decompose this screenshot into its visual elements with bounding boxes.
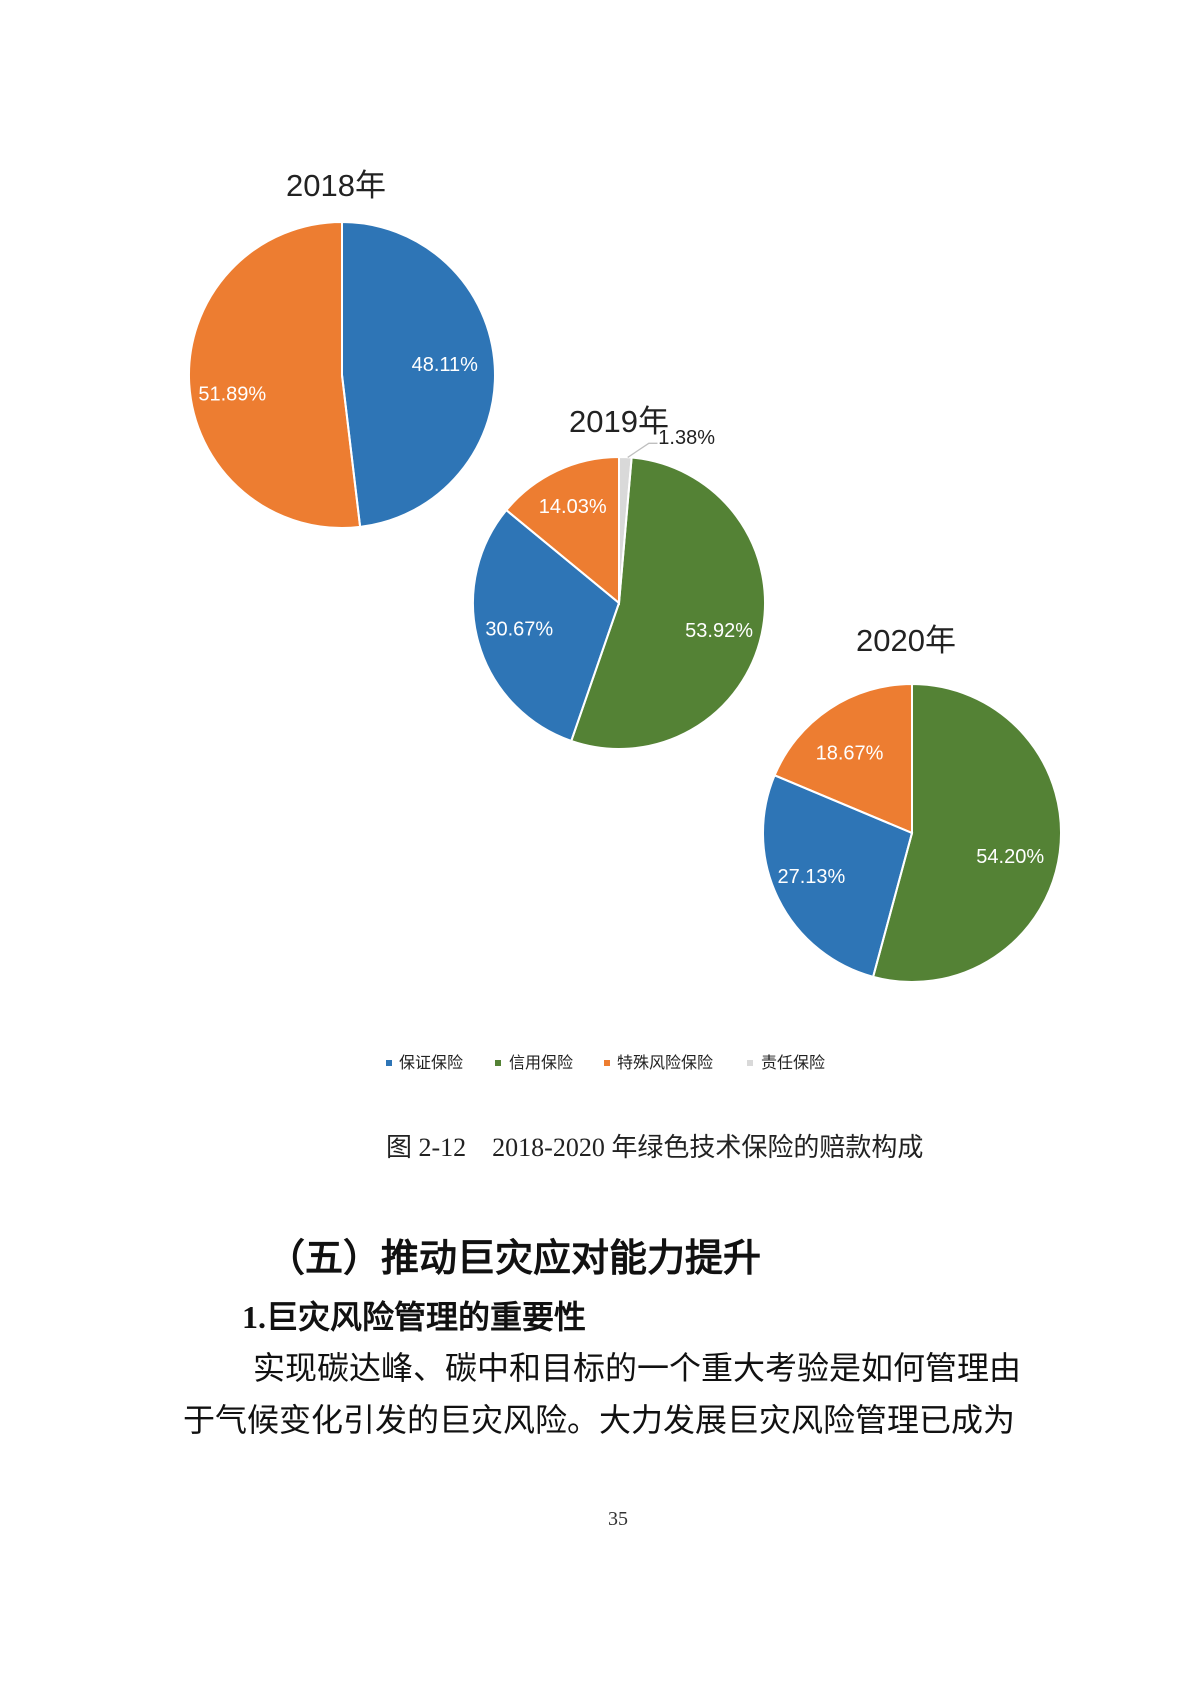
svg-text:（五）推动巨灾应对能力提升: （五）推动巨灾应对能力提升 bbox=[267, 1238, 761, 1280]
svg-text:1.38%: 1.38% bbox=[658, 427, 715, 449]
svg-text:27.13%: 27.13% bbox=[777, 866, 845, 888]
svg-text:2020年: 2020年 bbox=[856, 623, 956, 658]
svg-text:14.03%: 14.03% bbox=[539, 496, 607, 518]
svg-text:图 2-12 2018-2020 年绿色技术保险的赔款: 图 2-12 2018-2020 年绿色技术保险的赔款构成 bbox=[386, 1133, 923, 1162]
svg-text:54.20%: 54.20% bbox=[976, 846, 1044, 868]
svg-text:特殊风险保险: 特殊风险保险 bbox=[617, 1054, 713, 1072]
svg-text:1.巨灾风险管理的重要性: 1.巨灾风险管理的重要性 bbox=[242, 1299, 586, 1335]
svg-text:48.11%: 48.11% bbox=[412, 354, 479, 376]
svg-text:18.67%: 18.67% bbox=[816, 742, 884, 764]
svg-text:于气候变化引发的巨灾风险。大力发展巨灾风险管理已成为: 于气候变化引发的巨灾风险。大力发展巨灾风险管理已成为 bbox=[183, 1402, 1015, 1438]
svg-text:35: 35 bbox=[608, 1508, 628, 1530]
svg-text:30.67%: 30.67% bbox=[485, 618, 553, 640]
svg-text:信用保险: 信用保险 bbox=[509, 1054, 573, 1072]
svg-text:保证保险: 保证保险 bbox=[399, 1054, 463, 1072]
svg-text:责任保险: 责任保险 bbox=[761, 1054, 825, 1072]
svg-text:2018年: 2018年 bbox=[286, 168, 386, 203]
svg-text:实现碳达峰、碳中和目标的一个重大考验是如何管理由: 实现碳达峰、碳中和目标的一个重大考验是如何管理由 bbox=[253, 1350, 1021, 1386]
svg-text:2019年: 2019年 bbox=[569, 404, 669, 439]
svg-text:53.92%: 53.92% bbox=[685, 620, 753, 642]
svg-text:51.89%: 51.89% bbox=[198, 383, 266, 405]
